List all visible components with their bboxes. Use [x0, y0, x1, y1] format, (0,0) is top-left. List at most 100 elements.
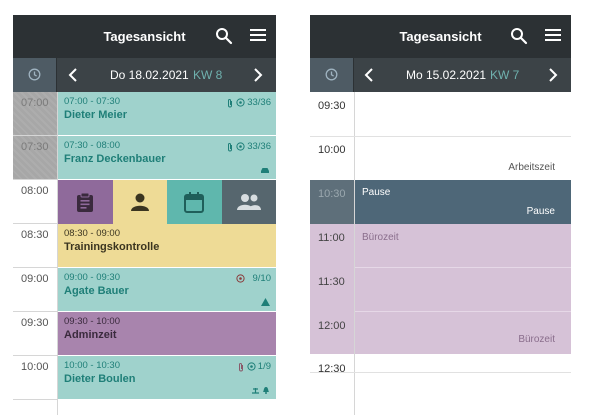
appointment-time: 09:30 - 10:00 [64, 316, 120, 327]
time-label: 08:30 [13, 224, 57, 268]
group-icon [236, 194, 261, 210]
calendar-week: KW 7 [490, 68, 520, 82]
appointment-time: 07:00 - 07:30 [64, 96, 120, 107]
appointment-card[interactable]: 09:30 - 10:00 Adminzeit [58, 312, 276, 355]
prev-day-arrow-icon[interactable] [364, 68, 374, 82]
action-group[interactable] [221, 180, 276, 224]
appointment-name: Franz Deckenbauer [64, 153, 166, 165]
page-title: Tagesansicht [103, 29, 186, 44]
appointment-time: 10:00 - 10:30 [64, 360, 120, 371]
row-divider [355, 311, 571, 312]
appointment-name: Adminzeit [64, 329, 117, 341]
calendar-icon [184, 192, 205, 213]
pause-block[interactable]: Pause Pause [355, 180, 571, 224]
top-bar: Tagesansicht [13, 15, 276, 58]
appointment-flags [251, 386, 270, 394]
bell-icon [263, 387, 269, 394]
person-icon [130, 193, 149, 211]
action-person[interactable] [112, 180, 167, 224]
warning-icon [261, 298, 270, 306]
calendar-week: KW 8 [193, 68, 223, 82]
row-divider [310, 136, 571, 137]
target-icon [247, 362, 256, 371]
time-label: 10:00 [318, 144, 346, 156]
day-view-right: Tagesansicht Mo 15.02.2021 KW 7 09:3 [310, 15, 571, 415]
time-label: 10:30 [310, 180, 354, 224]
schedule-grid: 07:00 07:30 08:00 08:30 09:00 09:30 10:0… [13, 92, 276, 415]
clock-icon [28, 68, 41, 81]
appointment-meta: 33/36 [226, 97, 271, 108]
next-day-arrow-icon[interactable] [548, 68, 558, 82]
appointment-card[interactable]: 08:30 - 09:00 Trainingskontrolle [58, 224, 276, 267]
day-view-left: Tagesansicht Do 18.02.2021 KW 8 07:00 07… [13, 15, 276, 415]
target-icon [236, 142, 245, 151]
arbeitszeit-label: Arbeitszeit [508, 162, 555, 173]
row-divider [310, 372, 571, 373]
row-divider [355, 267, 571, 268]
current-date: Do 18.02.2021 [110, 68, 189, 82]
scale-icon [252, 388, 259, 394]
page-title: Tagesansicht [399, 29, 482, 44]
target-icon [235, 274, 245, 283]
appointment-name: Dieter Boulen [64, 373, 136, 385]
clock-icon [325, 68, 338, 81]
date-nav: Do 18.02.2021 KW 8 [13, 58, 276, 92]
appointment-card[interactable]: 07:00 - 07:30 Dieter Meier 33/36 [58, 92, 276, 135]
top-bar: Tagesansicht [310, 15, 571, 58]
clock-toggle[interactable] [13, 58, 57, 92]
appointment-time: 08:30 - 09:00 [64, 228, 120, 239]
appointment-flags [260, 167, 270, 174]
paperclip-icon [228, 142, 233, 151]
buerozeit-title: Bürozeit [362, 232, 399, 243]
appointment-meta: 9/10 [235, 273, 272, 284]
time-label: 08:00 [13, 180, 57, 224]
search-icon[interactable] [215, 27, 233, 45]
appointment-card[interactable]: 10:00 - 10:30 Dieter Boulen 1/9 [58, 356, 276, 399]
pause-title: Pause [362, 187, 391, 198]
time-divider [57, 92, 58, 415]
appointment-card[interactable]: 07:30 - 08:00 Franz Deckenbauer 33/36 [58, 136, 276, 179]
appointment-name: Agate Bauer [64, 285, 129, 297]
action-calendar[interactable] [167, 180, 222, 224]
time-label: 09:00 [13, 268, 57, 312]
paperclip-icon [238, 362, 243, 371]
next-day-arrow-icon[interactable] [253, 68, 263, 82]
quick-actions [58, 180, 276, 224]
time-label: 12:30 [318, 363, 346, 375]
appointment-flags [261, 298, 270, 306]
clipboard-icon [77, 192, 94, 212]
appointment-count: 33/36 [247, 141, 271, 152]
schedule-grid: 09:30 10:00 10:30 11:00 11:30 12:00 12:3… [310, 92, 571, 415]
current-date: Mo 15.02.2021 [406, 68, 487, 82]
time-label: 10:00 [13, 356, 57, 400]
time-label: 09:30 [13, 312, 57, 356]
appointment-count: 33/36 [247, 97, 271, 108]
time-label: 11:30 [310, 268, 354, 312]
appointment-card[interactable]: 09:00 - 09:30 Agate Bauer 9/10 [58, 268, 276, 311]
paperclip-icon [228, 98, 233, 107]
action-clipboard[interactable] [58, 180, 113, 224]
appointment-count: 9/10 [252, 273, 272, 284]
search-icon[interactable] [510, 27, 528, 45]
appointment-time: 07:30 - 08:00 [64, 140, 120, 151]
time-label: 09:30 [318, 100, 346, 112]
appointment-time: 09:00 - 09:30 [64, 272, 120, 283]
menu-icon[interactable] [545, 28, 561, 42]
car-icon [261, 168, 269, 173]
appointment-meta: 1/9 [237, 361, 271, 372]
date-nav: Mo 15.02.2021 KW 7 [310, 58, 571, 92]
time-label: 12:00 [310, 312, 354, 354]
clock-toggle[interactable] [310, 58, 354, 92]
time-label: 07:00 [13, 92, 57, 136]
appointment-count: 1/9 [257, 361, 271, 372]
appointment-meta: 33/36 [226, 141, 271, 152]
menu-icon[interactable] [250, 28, 266, 42]
time-divider [354, 92, 355, 415]
prev-day-arrow-icon[interactable] [68, 68, 78, 82]
target-icon [236, 98, 245, 107]
buerozeit-block[interactable]: Bürozeit Bürozeit [355, 224, 571, 354]
appointment-name: Trainingskontrolle [64, 241, 160, 253]
pause-label: Pause [526, 206, 555, 217]
appointment-name: Dieter Meier [64, 109, 127, 121]
time-label: 07:30 [13, 136, 57, 180]
